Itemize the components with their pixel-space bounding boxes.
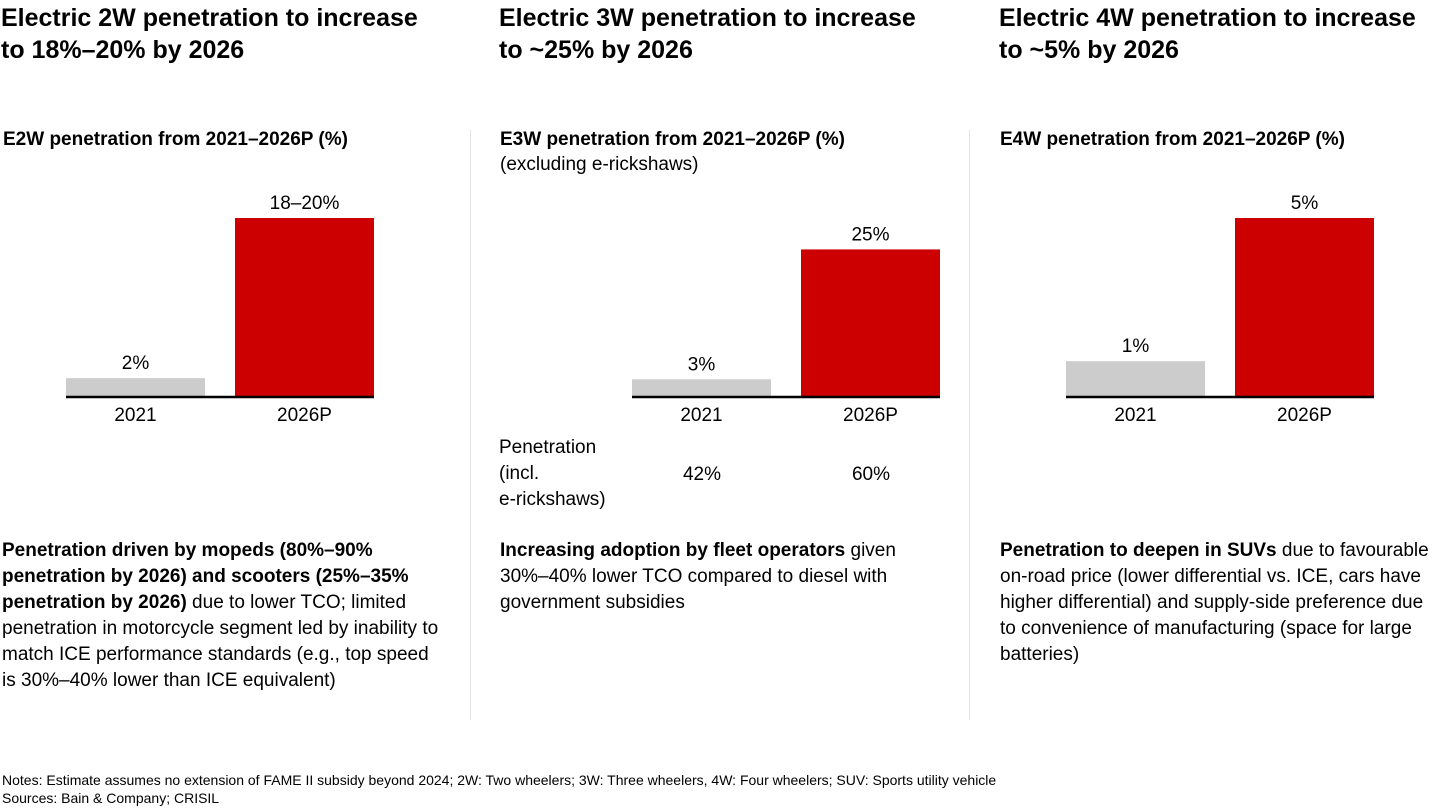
footer-sources: Sources: Bain & Company; CRISIL	[2, 790, 220, 806]
data-label-2-2021: 3%	[688, 354, 716, 375]
panel-2-takeaway-text: given 30%–40% lower TCO compared to dies…	[500, 540, 896, 613]
row-label-line: Penetration	[499, 437, 597, 458]
row-label-line: e-rickshaws)	[499, 489, 606, 510]
panel-2-takeaway-bold: Increasing adoption by fleet operators	[500, 540, 846, 561]
data-label-2-2026p: 25%	[851, 224, 889, 245]
x-tick-label-3-2026p: 2026P	[1277, 405, 1332, 426]
panel-2-chart-title: E3W penetration from 2021–2026P (%)	[500, 129, 845, 150]
panel-2-takeaway: Increasing adoption by fleet operators g…	[500, 538, 920, 616]
bar-1-2026p	[235, 218, 374, 397]
x-tick-label-3-2021: 2021	[1114, 405, 1156, 426]
panel-1-takeaway-bold: Penetration driven by mopeds (80%–90% pe…	[2, 540, 409, 613]
panel-1-takeaway-text: due to lower TCO; limited penetration in…	[2, 592, 439, 691]
panel-2-headline: Electric 3W penetration to increase to ~…	[499, 4, 916, 64]
panel-2-chart-subtitle: (excluding e-rickshaws)	[500, 154, 699, 175]
panel-1-headline: Electric 2W penetration to increase to 1…	[1, 4, 418, 64]
x-tick-label-2-2021: 2021	[680, 405, 722, 426]
x-tick-label-1-2021: 2021	[114, 405, 156, 426]
data-label-1-2026p: 18–20%	[270, 193, 340, 214]
x-tick-label-1-2026p: 2026P	[277, 405, 332, 426]
panel-2-extra-row-value-2021: 42%	[682, 464, 722, 485]
panel-1-takeaway: Penetration driven by mopeds (80%–90% pe…	[2, 538, 442, 694]
data-label-1-2021: 2%	[122, 353, 150, 374]
bar-3-2026p	[1235, 218, 1374, 397]
panel-3-takeaway-bold: Penetration to deepen in SUVs	[1000, 540, 1277, 561]
bar-1-2021	[66, 378, 205, 397]
bar-3-2021	[1066, 361, 1205, 397]
bar-2-2026p	[801, 249, 940, 397]
panel-3-takeaway: Penetration to deepen in SUVs due to fav…	[1000, 538, 1430, 668]
x-tick-label-2-2026p: 2026P	[843, 405, 898, 426]
panel-2-extra-row-value-2026p: 60%	[851, 464, 891, 485]
panel-1-chart-title: E2W penetration from 2021–2026P (%)	[3, 129, 348, 150]
panel-divider-2	[969, 130, 970, 720]
panel-3-chart-title: E4W penetration from 2021–2026P (%)	[1000, 129, 1345, 150]
bar-2-2021	[632, 379, 771, 397]
panel-3-takeaway-text: due to favourable on-road price (lower d…	[1000, 540, 1429, 665]
footer-notes: Notes: Estimate assumes no extension of …	[2, 772, 997, 788]
panel-3-headline: Electric 4W penetration to increase to ~…	[999, 4, 1416, 64]
footer: Notes: Estimate assumes no extension of …	[2, 771, 996, 807]
data-label-3-2021: 1%	[1122, 336, 1150, 357]
panel-2-extra-row-label: Penetration (incl. e-rickshaws)	[499, 435, 606, 513]
data-label-3-2026p: 5%	[1291, 193, 1319, 214]
panel-divider-1	[470, 130, 471, 720]
row-label-line: (incl.	[499, 463, 540, 484]
